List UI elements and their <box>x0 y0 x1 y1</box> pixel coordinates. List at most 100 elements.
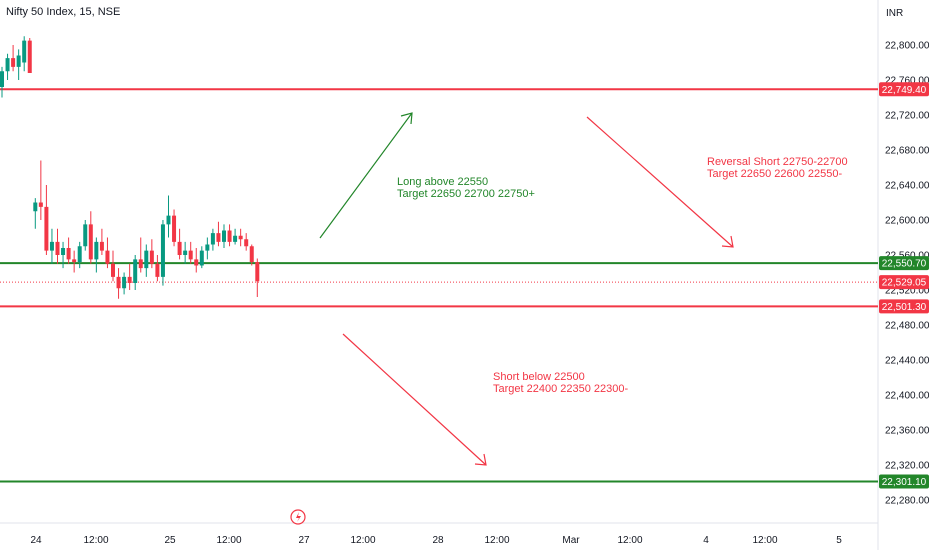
candle <box>160 220 165 286</box>
y-tick-label: 22,640.00 <box>885 181 930 192</box>
long-arrow <box>319 112 413 239</box>
candle <box>155 255 160 282</box>
candle <box>38 160 43 220</box>
y-tick-label: 22,600.00 <box>885 216 930 227</box>
x-tick-label: 24 <box>30 535 42 546</box>
y-tick-label: 22,760.00 <box>885 76 930 87</box>
events-icon[interactable] <box>290 509 306 525</box>
price-labels: 22,749.40 22,550.70 22,501.30 22,301.10 22,5… <box>879 82 929 489</box>
candle <box>244 233 249 251</box>
annotation-text[interactable]: Target 22650 22600 22550- <box>707 168 843 180</box>
candle <box>55 228 60 264</box>
x-tick-label: 27 <box>298 535 310 546</box>
candle <box>116 268 121 299</box>
candle <box>222 224 226 248</box>
candle <box>138 237 143 273</box>
annotation-text[interactable]: Target 22650 22700 22750+ <box>397 188 535 200</box>
candle <box>49 228 54 264</box>
time-axis[interactable]: 24 12:00 25 12:00 27 12:00 28 12:00 Mar 12:00 4 12:… <box>30 535 842 546</box>
candle <box>166 195 171 238</box>
price-label: 22,501.30 <box>879 299 929 314</box>
x-tick-label: 4 <box>703 535 709 546</box>
candle <box>111 250 115 282</box>
x-tick-label: 28 <box>432 535 444 546</box>
y-tick-label: 22,520.00 <box>885 286 930 297</box>
candle <box>127 263 132 290</box>
candle <box>94 237 99 273</box>
svg-text:22,301.10: 22,301.10 <box>882 477 927 488</box>
candle <box>83 220 88 251</box>
candle <box>77 241 82 269</box>
price-label: 22,749.40 <box>879 82 929 97</box>
candle <box>183 241 188 264</box>
price-axis[interactable]: 22,800.00 22,760.00 22,720.00 22,680.00 22,6… <box>885 41 930 507</box>
candle <box>11 45 16 72</box>
candle <box>205 237 210 260</box>
candle <box>66 237 71 264</box>
candle <box>99 228 104 255</box>
candles <box>0 36 260 299</box>
svg-text:22,529.05: 22,529.05 <box>882 278 927 289</box>
y-tick-label: 22,680.00 <box>885 146 930 157</box>
candle <box>16 49 21 80</box>
x-tick-label: 25 <box>164 535 176 546</box>
price-label: 22,550.70 <box>879 256 929 271</box>
candle <box>177 228 182 260</box>
candle <box>105 237 110 269</box>
candle <box>233 228 238 245</box>
candle <box>216 221 221 247</box>
candle <box>188 241 193 264</box>
reversal-short-arrow-head <box>721 235 734 248</box>
short-arrow-head <box>474 453 487 466</box>
candle <box>210 228 215 251</box>
x-tick-label: 12:00 <box>617 535 642 546</box>
symbol-title[interactable]: Nifty 50 Index, 15, NSE <box>6 6 121 18</box>
y-tick-label: 22,720.00 <box>885 111 930 122</box>
y-tick-label: 22,280.00 <box>885 496 930 507</box>
candle <box>199 246 204 269</box>
y-tick-label: 22,360.00 <box>885 426 930 437</box>
candle <box>61 241 66 269</box>
y-tick-label: 22,800.00 <box>885 41 930 52</box>
svg-text:22,749.40: 22,749.40 <box>882 85 927 96</box>
candle <box>122 272 127 295</box>
candle <box>249 244 254 266</box>
x-tick-label: 12:00 <box>350 535 375 546</box>
trend-arrows <box>319 112 734 466</box>
annotation-text[interactable]: Reversal Short 22750-22700 <box>707 156 848 168</box>
candle <box>44 185 49 255</box>
candle <box>172 209 177 247</box>
candle <box>27 38 32 73</box>
currency-label[interactable]: INR <box>886 8 904 19</box>
annotation-text[interactable]: Short below 22500 <box>493 371 585 383</box>
y-tick-label: 22,440.00 <box>885 356 930 367</box>
candle <box>5 53 10 80</box>
candle <box>33 198 38 229</box>
price-label: 22,301.10 <box>879 474 929 489</box>
y-tick-label: 22,480.00 <box>885 321 930 332</box>
candle <box>149 239 154 269</box>
short-arrow <box>342 333 487 466</box>
candle <box>194 248 199 273</box>
y-tick-label: 22,400.00 <box>885 391 930 402</box>
annotation-text[interactable]: Target 22400 22350 22300- <box>493 383 629 395</box>
candle <box>255 258 260 297</box>
annotation-text[interactable]: Long above 22550 <box>397 176 488 188</box>
x-tick-label: 12:00 <box>216 535 241 546</box>
candle <box>72 250 77 273</box>
long-arrow-head <box>400 112 413 125</box>
x-tick-label: 12:00 <box>484 535 509 546</box>
candle <box>144 244 149 277</box>
x-tick-label: 5 <box>836 535 842 546</box>
price-label: 22,529.05 <box>879 275 929 290</box>
y-tick-label: 22,560.00 <box>885 251 930 262</box>
candle <box>0 66 4 98</box>
reversal-short-arrow <box>586 116 734 248</box>
candle <box>133 255 138 290</box>
svg-text:22,501.30: 22,501.30 <box>882 302 927 313</box>
y-tick-label: 22,320.00 <box>885 461 930 472</box>
svg-text:22,550.70: 22,550.70 <box>882 259 927 270</box>
